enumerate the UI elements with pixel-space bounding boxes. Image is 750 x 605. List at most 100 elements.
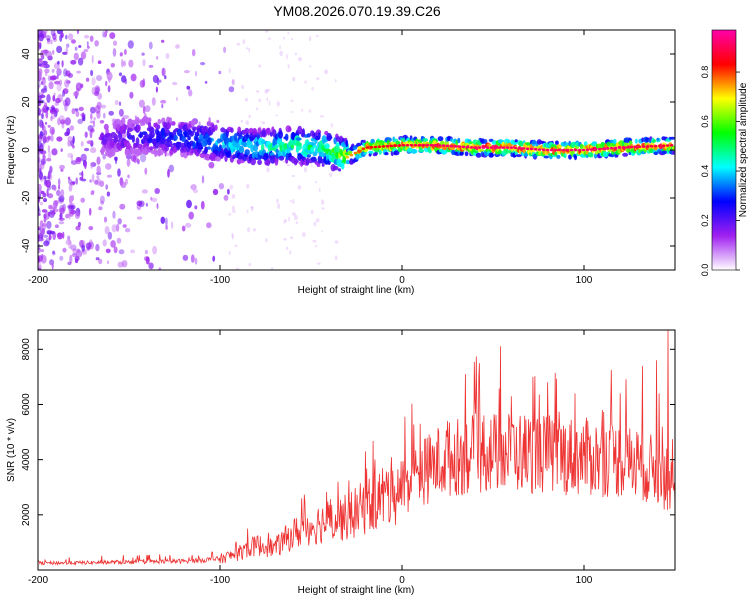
ridge-peak [541, 148, 546, 151]
spectrogram-cell [115, 118, 121, 125]
noise-blob [160, 216, 166, 224]
noise-blob [68, 33, 74, 41]
spectrogram-cell [524, 152, 529, 157]
spectrogram-cell [124, 124, 128, 131]
noise-blob [91, 77, 96, 86]
spectrogram-cell [204, 129, 209, 134]
spectrogram-cell [489, 152, 493, 157]
spectrogram-cell [355, 153, 360, 160]
noise-blob [46, 188, 49, 197]
noise-blob [80, 51, 87, 60]
noise-blob [165, 224, 168, 230]
noise-blob [117, 218, 122, 225]
noise-blob [232, 234, 234, 240]
noise-blob [38, 63, 43, 66]
noise-blob [99, 195, 105, 204]
noise-blob [266, 167, 270, 173]
noise-blob [106, 174, 113, 178]
noise-blob [88, 207, 92, 216]
noise-blob [40, 201, 43, 206]
noise-blob [245, 120, 249, 126]
ridge-peak [493, 146, 498, 149]
noise-blob [315, 34, 319, 38]
ridge-peak [621, 146, 626, 149]
spectrogram-cell [335, 151, 340, 160]
noise-blob [136, 216, 143, 220]
ridge-peak [413, 143, 418, 147]
noise-blob [123, 49, 127, 55]
noise-blob [137, 158, 140, 165]
noise-blob [245, 47, 249, 50]
spectrogram-cell [345, 159, 350, 165]
snr-marks [38, 330, 675, 566]
ridge-peak [649, 144, 654, 148]
ridge-peak [485, 146, 490, 149]
ridge-peak [361, 147, 366, 151]
spectrogram-cell [347, 150, 353, 155]
noise-blob [290, 99, 294, 102]
noise-blob [54, 224, 59, 228]
noise-blob [52, 207, 55, 214]
ridge-peak [429, 143, 434, 147]
spectrogram-cell [531, 139, 537, 145]
noise-blob [39, 144, 44, 154]
spectrogram-cell [579, 143, 584, 150]
colorbar-ticks: 0.0 0.2 0.4 0.6 0.8 [700, 66, 740, 276]
spectrogram-cell [628, 140, 633, 146]
spectrogram-cell [173, 134, 178, 141]
noise-blob [168, 164, 175, 173]
noise-blob [114, 99, 119, 106]
spectrogram-cell [153, 148, 158, 157]
spectrogram-cell [558, 145, 562, 149]
noise-blob [128, 59, 134, 68]
noise-blob [47, 211, 51, 217]
noise-blob [59, 212, 63, 220]
noise-blob [39, 120, 44, 129]
ridge-peak [593, 147, 598, 151]
noise-blob [39, 168, 42, 175]
noise-blob [316, 262, 321, 265]
noise-blob [56, 83, 62, 92]
noise-blob [48, 204, 53, 209]
ridge-peak [397, 144, 402, 147]
noise-blob [38, 102, 42, 107]
spectrogram-cell [149, 146, 154, 151]
noise-blob [52, 49, 55, 55]
snr-xlabel: Height of straight line (km) [298, 585, 415, 596]
noise-blob [122, 224, 127, 228]
noise-blob [58, 79, 63, 86]
spectrogram-cell [312, 131, 315, 139]
noise-blob [38, 80, 41, 88]
noise-blob [313, 221, 317, 227]
ridge-peak [533, 147, 538, 151]
noise-blob [248, 114, 251, 119]
noise-blob [250, 206, 254, 209]
noise-blob [58, 221, 65, 225]
noise-blob [67, 176, 71, 180]
noise-blob [86, 140, 93, 145]
noise-blob [279, 45, 281, 50]
noise-blob [125, 178, 128, 185]
noise-blob [106, 30, 109, 34]
spectrogram-cell [170, 121, 176, 126]
spectrogram-cell [543, 155, 550, 159]
ridge-peak [421, 143, 426, 147]
noise-blob [103, 32, 107, 38]
noise-blob [117, 168, 121, 177]
spectrogram-cell [250, 157, 256, 166]
spectrogram-cell [411, 148, 417, 154]
noise-blob [265, 88, 270, 92]
noise-blob [108, 110, 114, 116]
noise-blob [297, 185, 302, 190]
noise-blob [44, 85, 47, 91]
spectrogram-cell [106, 133, 113, 137]
noise-blob [118, 249, 125, 255]
spectrogram-cell [316, 163, 321, 168]
noise-blob [84, 160, 87, 170]
noise-blob [72, 144, 75, 149]
noise-blob [51, 129, 54, 135]
noise-blob [52, 95, 56, 102]
spectrogram-cell [135, 137, 140, 146]
noise-blob [62, 88, 69, 95]
noise-blob [65, 119, 70, 126]
